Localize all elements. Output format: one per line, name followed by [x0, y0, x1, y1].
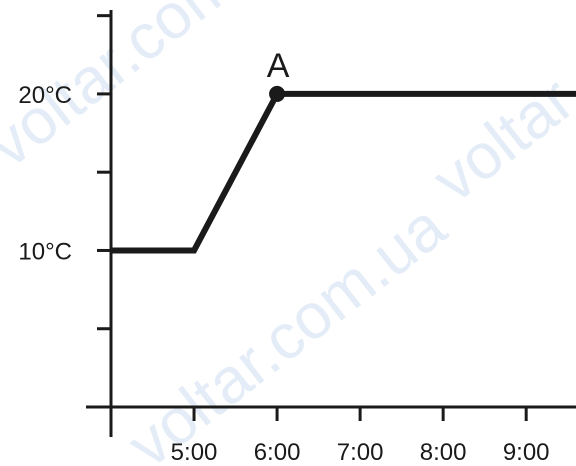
x-tick-label: 8:00 [420, 439, 467, 466]
watermark-text: voltar.com.ua [114, 190, 459, 466]
axes [86, 10, 576, 437]
marked-points: A [267, 47, 290, 102]
y-tick-label: 10°C [18, 238, 72, 265]
point-a-label: A [267, 47, 290, 85]
x-tick-label: 5:00 [171, 439, 218, 466]
watermark-text: voltar [419, 63, 576, 216]
x-tick-label: 7:00 [337, 439, 384, 466]
point-a-marker [269, 85, 286, 102]
temperature-line [111, 90, 576, 254]
ticks: 10°C 20°C 5:00 6:00 7:00 8:00 9:00 [18, 14, 550, 466]
x-tick-label: 9:00 [503, 439, 550, 466]
series-layer [111, 90, 576, 254]
x-tick-label: 6:00 [254, 439, 301, 466]
y-tick-label: 20°C [18, 82, 72, 109]
